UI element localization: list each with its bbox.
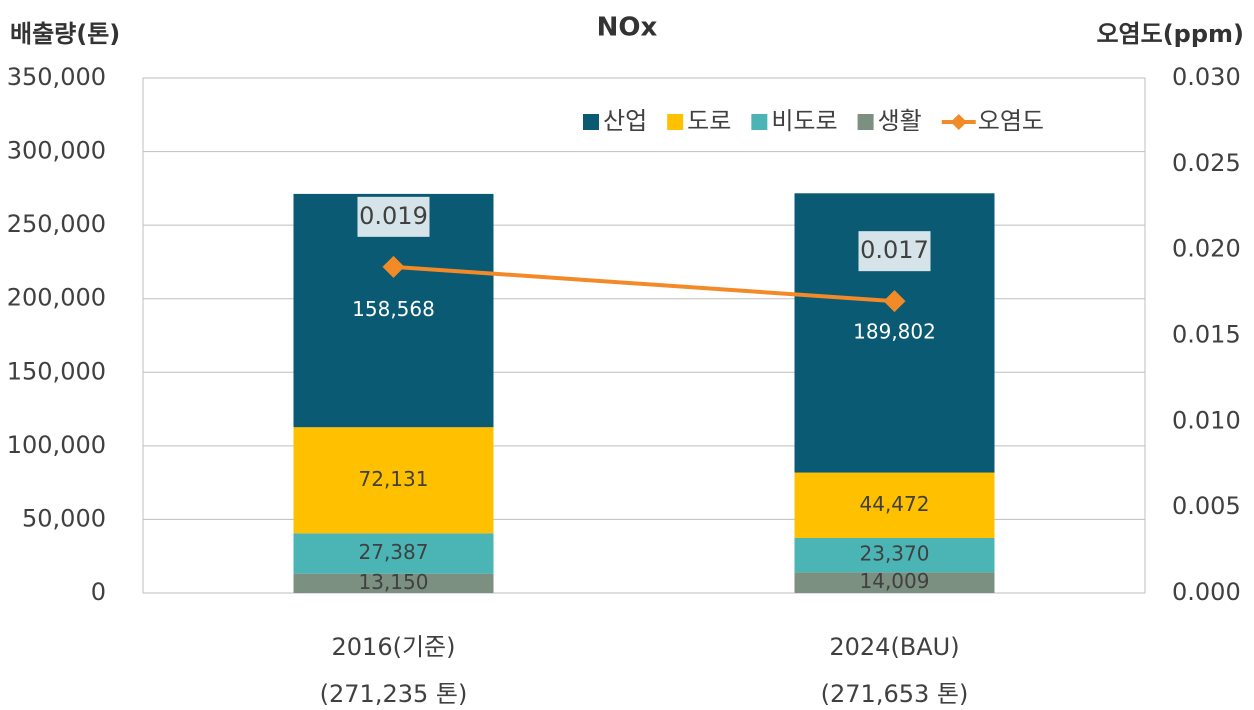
legend-label: 비도로: [771, 107, 837, 135]
x-tick-label: 2016(기준): [332, 633, 456, 661]
x-tick-label: (271,235 톤): [320, 680, 468, 708]
data-label: 13,150: [359, 570, 429, 594]
y2-tick-label: 0.010: [1172, 406, 1241, 434]
y2-tick-label: 0.030: [1172, 63, 1241, 91]
line-marker: [382, 255, 405, 278]
bar-segment: [293, 573, 494, 593]
legend-label: 생활: [878, 107, 922, 135]
legend-swatch: [667, 114, 684, 130]
line-marker: [883, 290, 906, 313]
y-tick-label: 350,000: [7, 63, 106, 91]
bar-segment: [794, 537, 995, 573]
legend-swatch: [857, 114, 874, 130]
legend-label: 오염도: [978, 107, 1044, 135]
data-label: 158,568: [352, 297, 435, 321]
data-label: 0.019: [359, 202, 428, 230]
data-label: 189,802: [853, 319, 936, 343]
bar-segment: [293, 427, 494, 534]
bar-segment: [794, 572, 995, 593]
y-tick-label: 250,000: [7, 210, 106, 238]
y-tick-label: 50,000: [22, 504, 106, 532]
legend-marker: [950, 114, 967, 130]
y-tick-label: 150,000: [7, 357, 106, 385]
y-axis-label: 배출량(톤): [10, 20, 120, 48]
data-label: 14,009: [860, 569, 930, 593]
y2-tick-label: 0.015: [1172, 321, 1241, 349]
legend-label: 도로: [687, 107, 731, 135]
legend-label: 산업: [603, 107, 647, 135]
label-box: [858, 231, 931, 272]
y2-tick-label: 0.005: [1172, 492, 1241, 520]
y-tick-label: 100,000: [7, 431, 106, 459]
x-tick-label: (271,653 톤): [821, 680, 969, 708]
data-label: 72,131: [359, 467, 429, 491]
chart-title: NOx: [597, 13, 658, 43]
legend-swatch: [751, 114, 768, 130]
label-box: [357, 196, 430, 237]
bar-segment: [293, 533, 494, 574]
y-tick-label: 200,000: [7, 284, 106, 312]
y2-tick-label: 0.025: [1172, 149, 1241, 177]
data-label: 23,370: [860, 542, 930, 566]
plot-area: [142, 77, 1146, 594]
y-tick-label: 0: [91, 578, 106, 606]
data-label: 27,387: [359, 540, 429, 564]
x-tick-label: 2024(BAU): [829, 633, 959, 661]
data-label: 44,472: [860, 492, 930, 516]
y2-axis-label: 오염도(ppm): [1096, 20, 1244, 48]
y-tick-label: 300,000: [7, 137, 106, 165]
bar-segment: [794, 472, 995, 538]
line: [393, 264, 895, 304]
y2-tick-label: 0.000: [1172, 578, 1241, 606]
data-label: 0.017: [860, 236, 929, 264]
legend-swatch: [583, 114, 599, 130]
y2-tick-label: 0.020: [1172, 235, 1241, 263]
